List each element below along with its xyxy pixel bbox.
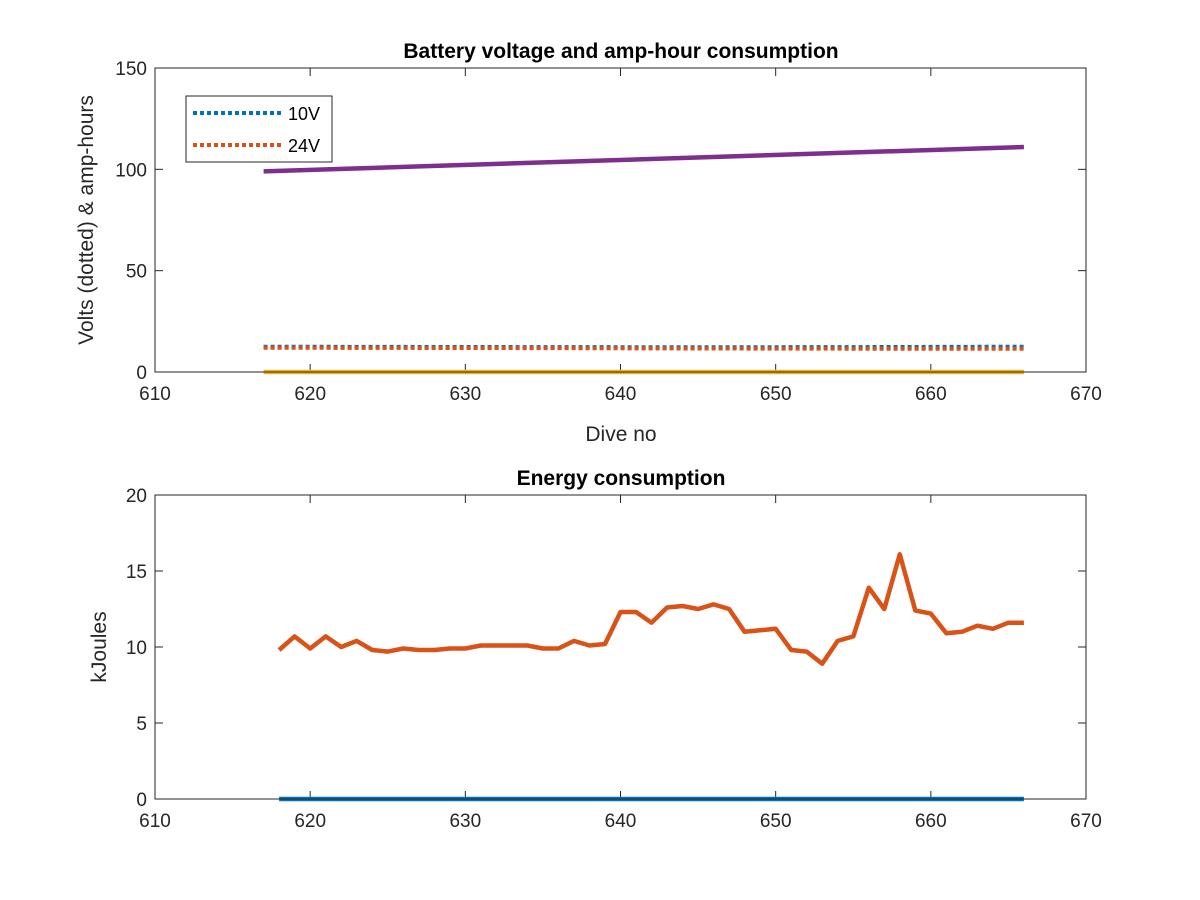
y-tick-label: 50 (126, 262, 147, 283)
x-tick-label: 640 (605, 811, 637, 832)
legend-label-10v: 10V (288, 104, 320, 124)
y-tick-label: 100 (115, 160, 147, 181)
x-tick-label: 660 (915, 811, 947, 832)
legend: 10V 24V (185, 95, 333, 163)
y-tick-label: 0 (136, 790, 147, 811)
chart-battery-voltage: Battery voltage and amp-hour consumption… (75, 40, 1102, 446)
x-tick-label: 650 (760, 384, 792, 405)
axes-box (154, 494, 1087, 800)
x-tick-label: 650 (760, 811, 792, 832)
y-axis-label: Volts (dotted) & amp-hours (75, 95, 98, 345)
x-tick-label: 610 (139, 811, 171, 832)
y-tick-label: 15 (126, 562, 147, 583)
x-tick-label: 640 (605, 384, 637, 405)
x-tick-label: 670 (1070, 384, 1102, 405)
y-tick-label: 5 (136, 714, 147, 735)
tick-labels: 610 620 630 640 650 660 670 0 5 10 15 20 (126, 486, 1102, 832)
series-line-1-24v (263, 345, 1024, 351)
x-tick-label: 660 (915, 384, 947, 405)
y-tick-label: 150 (115, 59, 147, 80)
legend-label-24v: 24V (288, 136, 320, 156)
chart-energy-consumption: Energy consumption 610 620 630 640 650 660 670… (88, 467, 1102, 832)
y-tick-label: 10 (126, 638, 147, 659)
tick-labels: 610 620 630 640 650 660 670 0 50 100 150 (115, 59, 1102, 405)
x-tick-label: 630 (449, 811, 481, 832)
y-tick-label: 0 (136, 363, 147, 384)
x-tick-label: 620 (294, 811, 326, 832)
chart-title: Battery voltage and amp-hour consumption (403, 40, 838, 63)
series-line-0 (277, 552, 1024, 666)
x-tick-label: 630 (449, 384, 481, 405)
axes-box (154, 67, 1087, 373)
legend-box (185, 95, 333, 163)
x-tick-label: 670 (1070, 811, 1102, 832)
chart-title: Energy consumption (517, 467, 726, 490)
y-tick-label: 20 (126, 486, 147, 507)
x-tick-label: 620 (294, 384, 326, 405)
x-axis-label: Dive no (585, 423, 656, 446)
series-line-2 (263, 144, 1024, 174)
x-tick-label: 610 (139, 384, 171, 405)
y-axis-label: kJoules (88, 611, 111, 682)
